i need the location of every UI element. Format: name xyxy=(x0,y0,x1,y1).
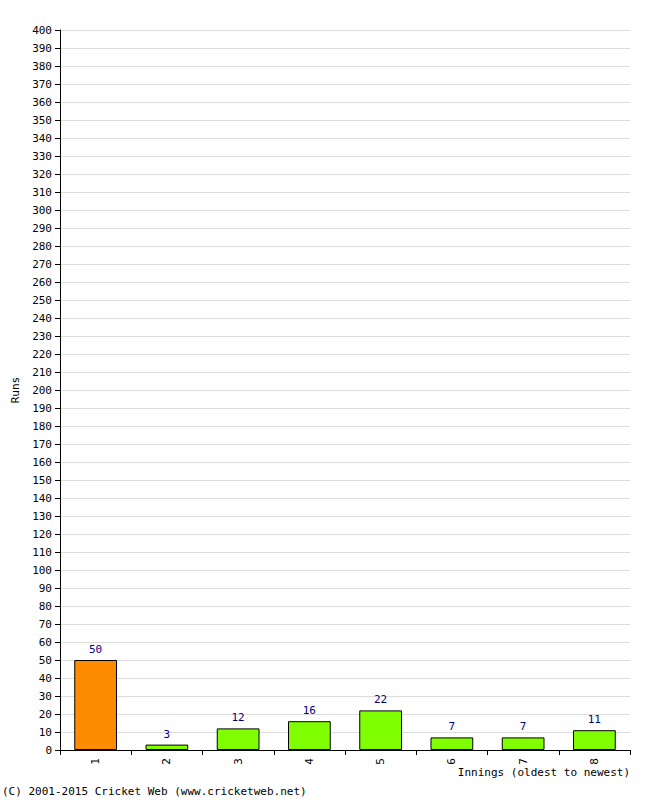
svg-text:360: 360 xyxy=(32,96,52,109)
svg-text:7: 7 xyxy=(517,758,530,765)
svg-text:300: 300 xyxy=(32,204,52,217)
svg-text:70: 70 xyxy=(39,618,52,631)
svg-text:180: 180 xyxy=(32,420,52,433)
svg-text:2: 2 xyxy=(160,758,173,765)
svg-text:50: 50 xyxy=(39,654,52,667)
svg-text:370: 370 xyxy=(32,78,52,91)
svg-text:140: 140 xyxy=(32,492,52,505)
svg-text:190: 190 xyxy=(32,402,52,415)
svg-text:Runs: Runs xyxy=(9,377,22,404)
svg-text:50: 50 xyxy=(89,643,102,656)
svg-text:110: 110 xyxy=(32,546,52,559)
svg-text:290: 290 xyxy=(32,222,52,235)
svg-text:130: 130 xyxy=(32,510,52,523)
svg-text:210: 210 xyxy=(32,366,52,379)
svg-text:20: 20 xyxy=(39,708,52,721)
svg-text:22: 22 xyxy=(374,693,387,706)
svg-text:100: 100 xyxy=(32,564,52,577)
svg-text:90: 90 xyxy=(39,582,52,595)
svg-text:250: 250 xyxy=(32,294,52,307)
svg-text:12: 12 xyxy=(232,711,245,724)
svg-text:230: 230 xyxy=(32,330,52,343)
svg-text:16: 16 xyxy=(303,704,316,717)
svg-text:390: 390 xyxy=(32,42,52,55)
svg-text:0: 0 xyxy=(45,744,52,757)
svg-text:8: 8 xyxy=(588,758,601,765)
svg-text:220: 220 xyxy=(32,348,52,361)
svg-text:380: 380 xyxy=(32,60,52,73)
svg-text:160: 160 xyxy=(32,456,52,469)
svg-text:40: 40 xyxy=(39,672,52,685)
svg-text:260: 260 xyxy=(32,276,52,289)
svg-text:270: 270 xyxy=(32,258,52,271)
svg-text:350: 350 xyxy=(32,114,52,127)
svg-text:400: 400 xyxy=(32,24,52,37)
svg-text:4: 4 xyxy=(303,758,316,765)
svg-text:320: 320 xyxy=(32,168,52,181)
svg-text:240: 240 xyxy=(32,312,52,325)
svg-text:10: 10 xyxy=(39,726,52,739)
svg-text:3: 3 xyxy=(164,728,171,741)
svg-text:280: 280 xyxy=(32,240,52,253)
svg-text:310: 310 xyxy=(32,186,52,199)
svg-text:30: 30 xyxy=(39,690,52,703)
svg-text:330: 330 xyxy=(32,150,52,163)
svg-text:150: 150 xyxy=(32,474,52,487)
svg-text:Innings (oldest to newest): Innings (oldest to newest) xyxy=(458,766,630,779)
svg-text:3: 3 xyxy=(232,758,245,765)
svg-text:1: 1 xyxy=(89,758,102,765)
svg-text:340: 340 xyxy=(32,132,52,145)
svg-text:11: 11 xyxy=(588,713,601,726)
svg-text:80: 80 xyxy=(39,600,52,613)
svg-text:7: 7 xyxy=(449,720,456,733)
svg-text:5: 5 xyxy=(374,758,387,765)
svg-text:120: 120 xyxy=(32,528,52,541)
svg-text:(C) 2001-2015 Cricket Web (www: (C) 2001-2015 Cricket Web (www.cricketwe… xyxy=(2,785,307,798)
svg-text:6: 6 xyxy=(445,758,458,765)
svg-text:200: 200 xyxy=(32,384,52,397)
svg-text:7: 7 xyxy=(520,720,527,733)
svg-text:60: 60 xyxy=(39,636,52,649)
svg-text:170: 170 xyxy=(32,438,52,451)
